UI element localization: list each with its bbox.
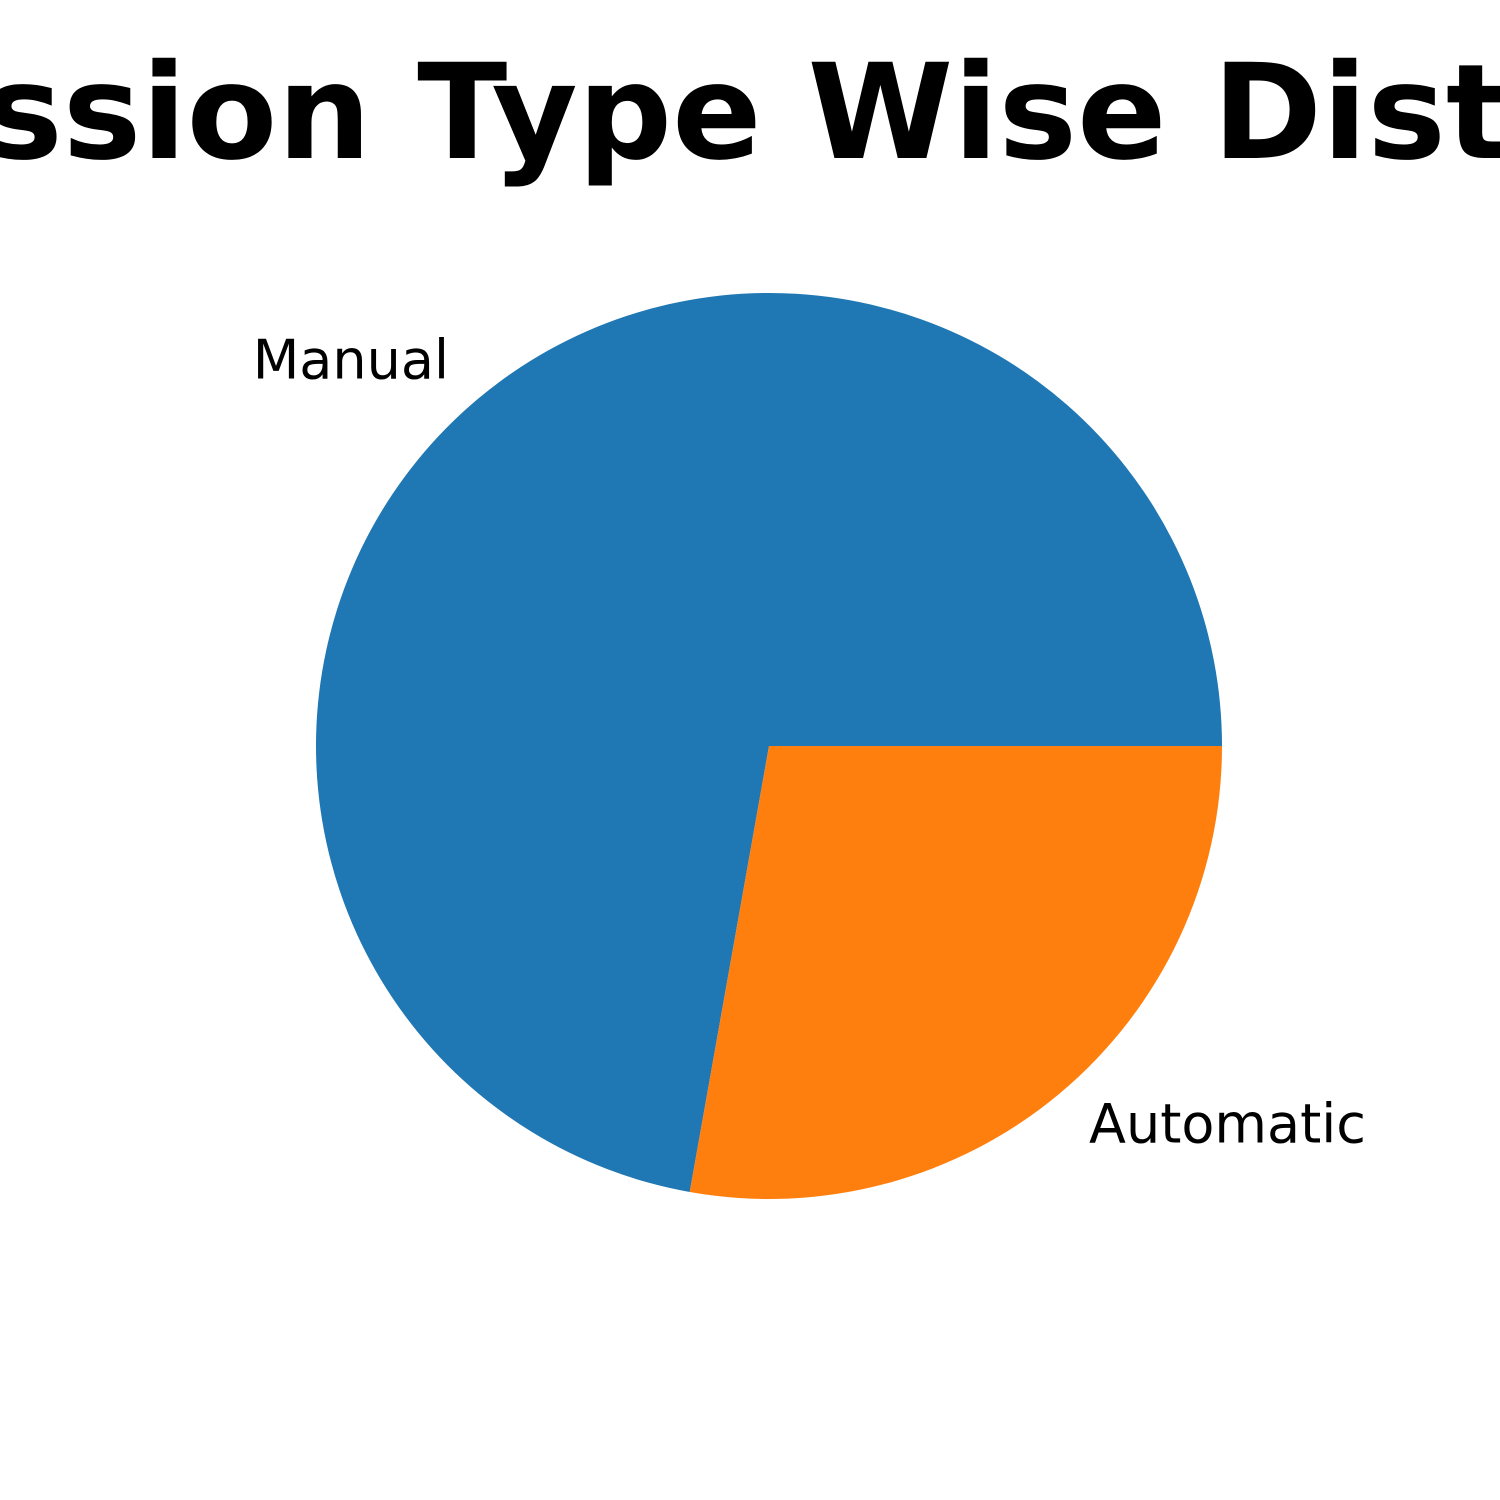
pie-slice-automatic bbox=[689, 746, 1222, 1200]
pie-labels: Manual Automatic bbox=[253, 329, 1366, 1156]
pie-slices bbox=[315, 293, 1222, 1200]
chart-title: Transmission Type Wise Distribution bbox=[0, 36, 1500, 190]
pie-label-automatic: Automatic bbox=[1089, 1093, 1366, 1156]
pie-label-manual: Manual bbox=[253, 329, 449, 392]
pie-slice-manual bbox=[315, 293, 1222, 1193]
